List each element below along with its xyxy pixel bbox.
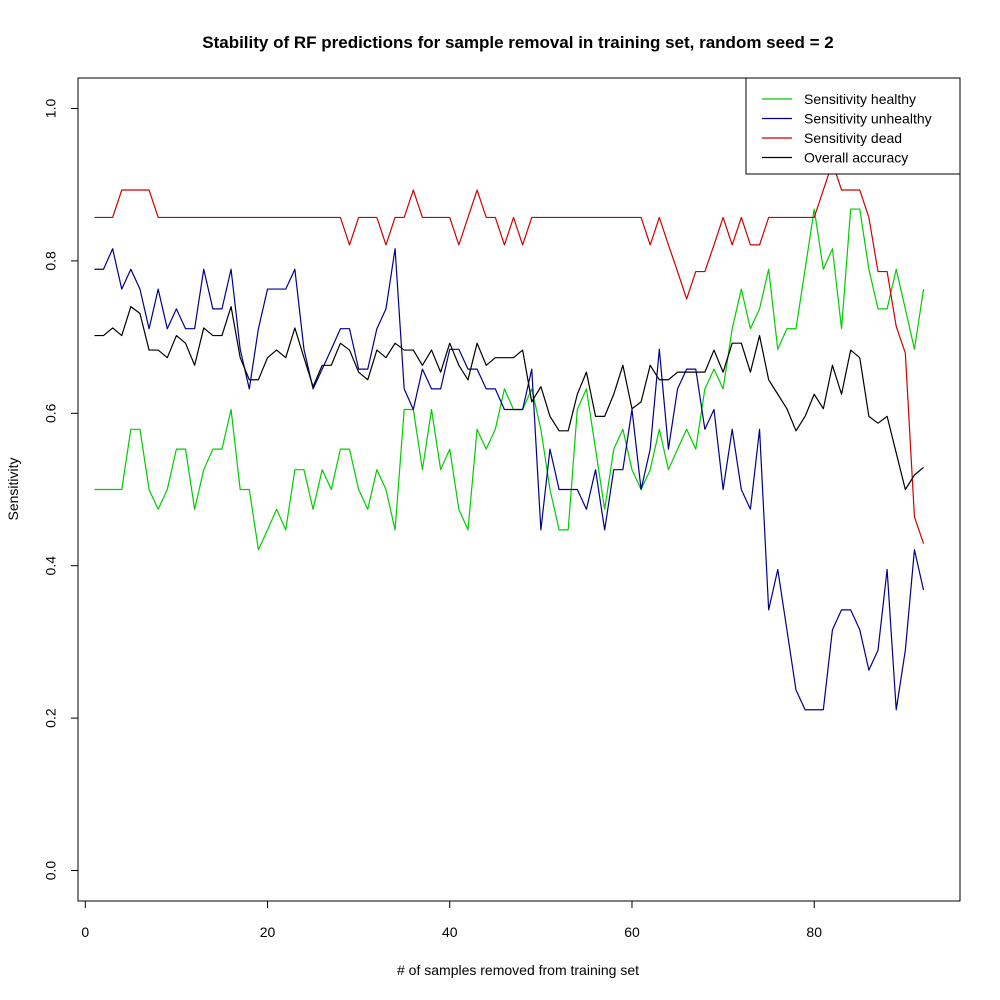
y-axis-label: Sensitivity: [5, 457, 21, 520]
x-tick-label: 80: [806, 924, 822, 940]
y-axis: 0.0 0.2 0.4 0.6 0.8 1.0: [43, 99, 78, 881]
y-tick-label: 1.0: [43, 99, 59, 119]
chart-title: Stability of RF predictions for sample r…: [202, 33, 834, 52]
series-layer: [94, 161, 925, 711]
x-tick-label: 20: [260, 924, 276, 940]
x-axis-label: # of samples removed from training set: [397, 962, 639, 978]
y-tick-label: 0.2: [43, 708, 59, 728]
x-axis: 0 20 40 60 80: [81, 901, 822, 940]
legend-label: Sensitivity dead: [804, 130, 902, 146]
series-line-sensitivity-dead: [94, 161, 925, 544]
legend: Sensitivity healthy Sensitivity unhealthy…: [745, 77, 961, 175]
x-tick-label: 60: [624, 924, 640, 940]
x-tick-label: 0: [81, 924, 89, 940]
y-tick-label: 0.4: [43, 556, 59, 576]
y-tick-label: 0.8: [43, 251, 59, 271]
legend-label: Sensitivity healthy: [804, 91, 916, 107]
y-tick-label: 0.6: [43, 403, 59, 423]
series-line-sensitivity-healthy: [94, 208, 925, 551]
series-line-overall-accuracy: [94, 306, 924, 491]
x-tick-label: 40: [442, 924, 458, 940]
legend-label: Sensitivity unhealthy: [804, 111, 932, 127]
plot-frame: [77, 77, 961, 902]
series-line-sensitivity-unhealthy: [94, 248, 925, 711]
legend-label: Overall accuracy: [804, 150, 908, 166]
y-tick-label: 0.0: [43, 861, 59, 881]
